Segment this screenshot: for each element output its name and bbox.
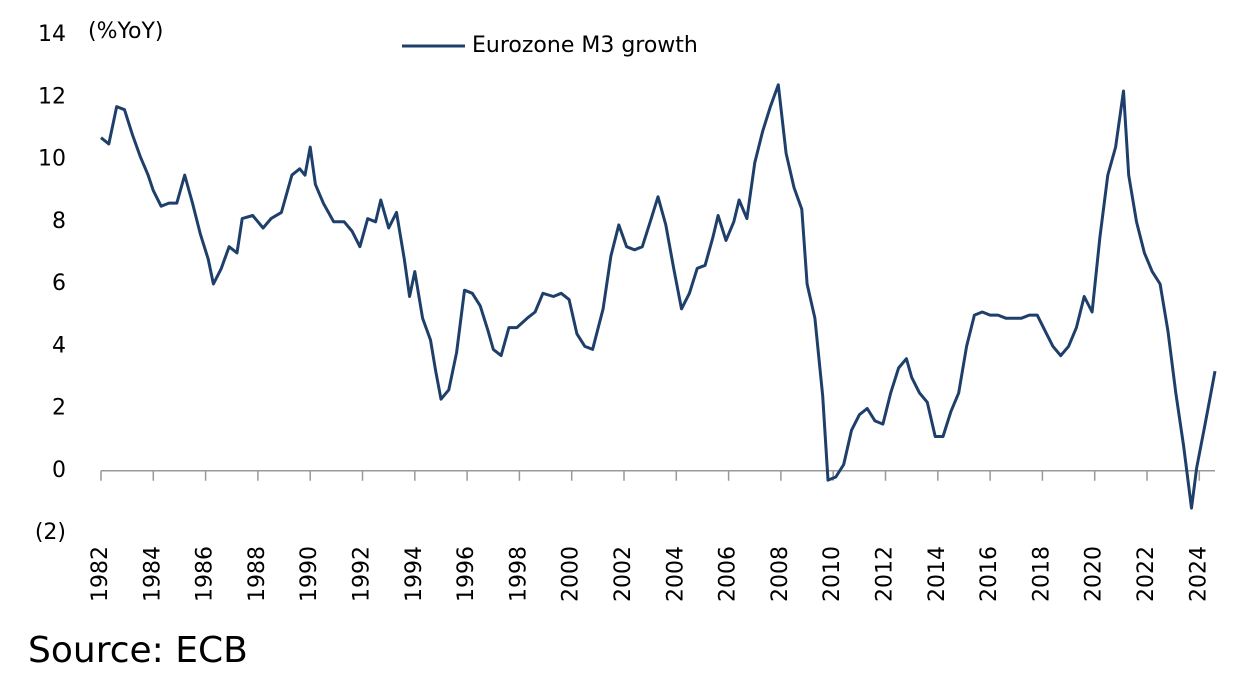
data-line	[100, 83, 1217, 510]
x-tick-label: 2022	[1134, 546, 1159, 602]
x-tick-label: 1992	[350, 546, 375, 602]
y-tick-label: 4	[52, 333, 66, 358]
x-tick-label: 1994	[402, 546, 427, 602]
x-tick-label: 2012	[873, 546, 898, 602]
x-tick-label: 2002	[611, 546, 636, 602]
x-tick-label: 2004	[663, 546, 688, 602]
x-tick-label: 2000	[559, 546, 584, 602]
x-tick-label: 1984	[140, 546, 165, 602]
x-tick-label: 1982	[88, 546, 113, 602]
x-tick-label: 1986	[193, 546, 218, 602]
x-tick-label: 2006	[716, 546, 741, 602]
x-tick-label: 2014	[925, 546, 950, 602]
source-note: Source: ECB	[28, 630, 248, 671]
y-axis-label: (%YoY)	[88, 19, 164, 44]
x-tick-label: 2020	[1082, 546, 1107, 602]
x-tick-label: 1990	[297, 546, 322, 602]
x-tick-label: 2018	[1029, 546, 1054, 602]
y-tick-label: 12	[38, 84, 66, 109]
y-tick-label: (2)	[35, 520, 66, 545]
y-tick-label: 8	[52, 209, 66, 234]
x-tick-label: 1996	[454, 546, 479, 602]
y-tick-label: 10	[38, 147, 66, 172]
legend-label: Eurozone M3 growth	[472, 33, 698, 58]
x-tick-label: 2016	[977, 546, 1002, 602]
y-tick-label: 6	[52, 271, 66, 296]
x-tick-label: 2008	[768, 546, 793, 602]
x-tick-label: 2024	[1186, 546, 1211, 602]
x-tick-label: 2010	[820, 546, 845, 602]
y-tick-label: 0	[52, 458, 66, 483]
y-tick-label: 14	[38, 22, 66, 47]
x-tick-label: 1998	[506, 546, 531, 602]
x-tick-label: 1988	[245, 546, 270, 602]
y-tick-label: 2	[52, 396, 66, 421]
